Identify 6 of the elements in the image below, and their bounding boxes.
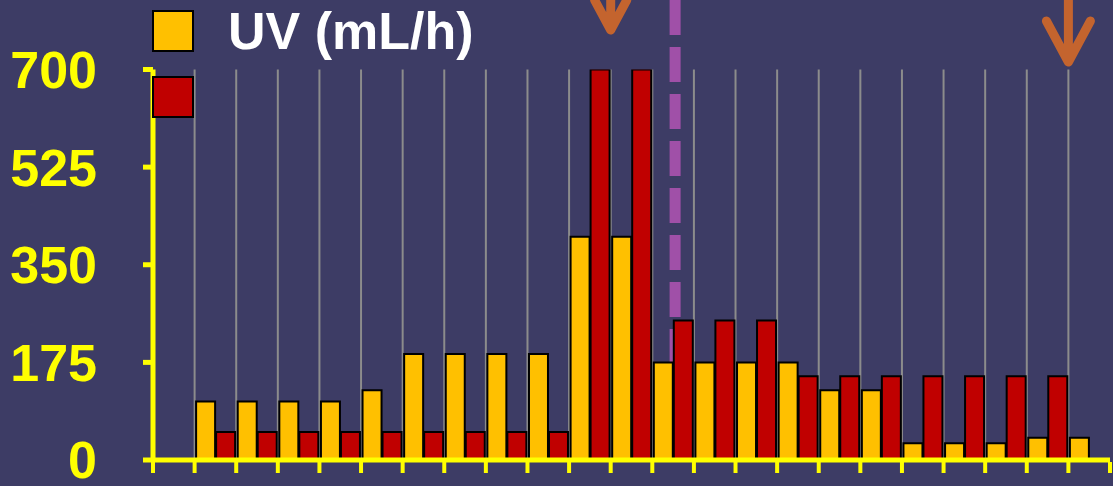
y-tick-label: 350 bbox=[10, 236, 97, 295]
y-tick-label: 175 bbox=[10, 333, 97, 392]
y-tick-label: 0 bbox=[68, 431, 97, 486]
legend-label: UV (mL/h) bbox=[228, 2, 474, 60]
y-tick-label: 700 bbox=[10, 40, 97, 99]
y-tick-label: 525 bbox=[10, 138, 97, 197]
